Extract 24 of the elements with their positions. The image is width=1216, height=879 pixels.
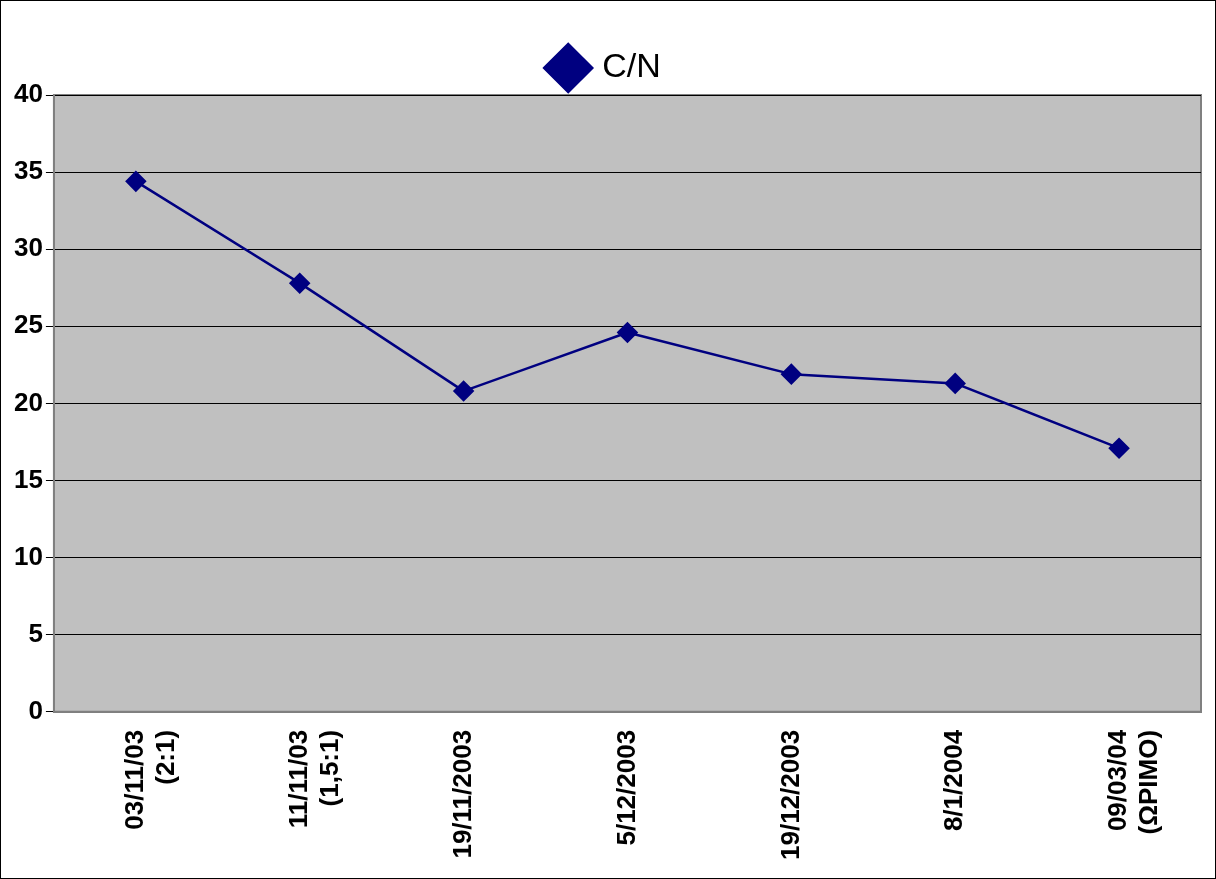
y-tick-label: 10 bbox=[14, 540, 43, 571]
y-tick-label: 35 bbox=[14, 155, 43, 186]
y-tick-label: 5 bbox=[28, 617, 43, 648]
y-tick-label: 40 bbox=[14, 78, 43, 109]
point bbox=[289, 272, 310, 294]
x-tick-label: 8/1/2004 bbox=[938, 729, 969, 832]
x-tick-label: 19/12/2003 bbox=[774, 729, 805, 861]
y-tick-label: 20 bbox=[14, 386, 43, 417]
x-tick-label: 09/03/04 (ΩΡΙΜΟ) bbox=[1102, 729, 1164, 835]
point bbox=[125, 171, 147, 192]
point bbox=[781, 363, 802, 385]
y-tick-label: 0 bbox=[28, 695, 43, 726]
y-tick-label: 25 bbox=[14, 309, 43, 340]
x-tick-label: 11/11/03 (1,5:1) bbox=[282, 729, 345, 829]
y-tick-label: 15 bbox=[14, 463, 43, 494]
x-tick-label: 19/11/2003 bbox=[446, 729, 477, 859]
y-tick-label: 30 bbox=[14, 232, 43, 263]
x-tick-label: 5/12/2003 bbox=[610, 729, 641, 846]
point bbox=[617, 322, 638, 343]
point bbox=[453, 380, 474, 402]
legend-label: C/N bbox=[602, 46, 661, 85]
point bbox=[944, 373, 966, 394]
x-tick-label: 03/11/03 (2:1) bbox=[119, 729, 181, 830]
point bbox=[1108, 437, 1130, 459]
